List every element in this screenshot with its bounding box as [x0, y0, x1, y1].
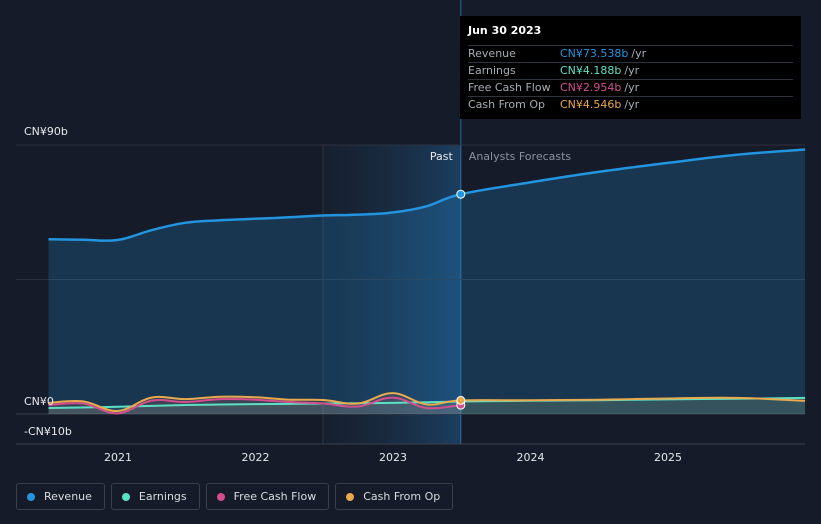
legend-label: Earnings [138, 490, 187, 503]
past-region [323, 145, 461, 444]
tooltip-unit: /yr [624, 64, 640, 77]
legend-item-free-cash-flow[interactable]: Free Cash Flow [205, 483, 330, 510]
y-tick-label: -CN¥10b [24, 425, 72, 438]
free-cash-flow-area [48, 397, 461, 414]
forecast-label: Analysts Forecasts [469, 150, 572, 163]
tooltip-unit: /yr [631, 47, 647, 60]
tooltip-row-cash-from-op: Cash From Op CN¥4.546b/yr [468, 96, 793, 113]
tooltip-unit: /yr [624, 81, 640, 94]
tooltip-unit: /yr [624, 98, 640, 111]
tooltip-row-free-cash-flow: Free Cash Flow CN¥2.954b/yr [468, 79, 793, 96]
cash-from-op-point[interactable] [456, 395, 466, 405]
tooltip-label: Earnings [468, 64, 516, 77]
tooltip-value: CN¥4.546b [560, 98, 622, 111]
legend-label: Cash From Op [363, 490, 441, 503]
tooltip-label: Revenue [468, 47, 516, 60]
past-label: Past [430, 150, 454, 163]
legend-dot-icon [121, 492, 130, 501]
tooltip-value: CN¥73.538b [560, 47, 629, 60]
tooltip-label: Cash From Op [468, 98, 546, 111]
tooltip-row-revenue: Revenue CN¥73.538b/yr [468, 45, 793, 62]
legend-dot-icon [216, 492, 225, 501]
x-tick-label: 2025 [654, 451, 682, 464]
tooltip-value: CN¥4.188b [560, 64, 622, 77]
legend: Revenue Earnings Free Cash Flow Cash From O… [16, 483, 454, 510]
tooltip-row-earnings: Earnings CN¥4.188b/yr [468, 62, 793, 79]
y-tick-label: CN¥90b [24, 125, 68, 138]
y-tick-label: CN¥0 [24, 395, 54, 408]
legend-dot-icon [27, 492, 35, 501]
legend-label: Free Cash Flow [233, 490, 317, 503]
tooltip-label: Free Cash Flow [468, 81, 551, 94]
x-tick-label: 2023 [379, 451, 407, 464]
revenue-point[interactable] [456, 189, 466, 199]
earnings-area [48, 397, 806, 414]
legend-item-cash-from-op[interactable]: Cash From Op [335, 483, 454, 510]
x-tick-label: 2024 [517, 451, 545, 464]
free-cash-flow-line [48, 396, 461, 415]
legend-dot-icon [346, 492, 355, 501]
tooltip-date: Jun 30 2023 [468, 24, 542, 37]
tooltip: Jun 30 2023 Revenue CN¥73.538b/yr Earnings… [460, 16, 801, 119]
cash-from-op-line [48, 392, 806, 413]
tooltip-value: CN¥2.954b [560, 81, 622, 94]
revenue-line [48, 148, 806, 242]
x-tick-label: 2021 [104, 451, 132, 464]
legend-label: Revenue [44, 490, 92, 503]
revenue-area [48, 149, 806, 414]
x-tick-label: 2022 [242, 451, 270, 464]
legend-item-earnings[interactable]: Earnings [110, 483, 200, 510]
legend-item-revenue[interactable]: Revenue [16, 483, 105, 510]
